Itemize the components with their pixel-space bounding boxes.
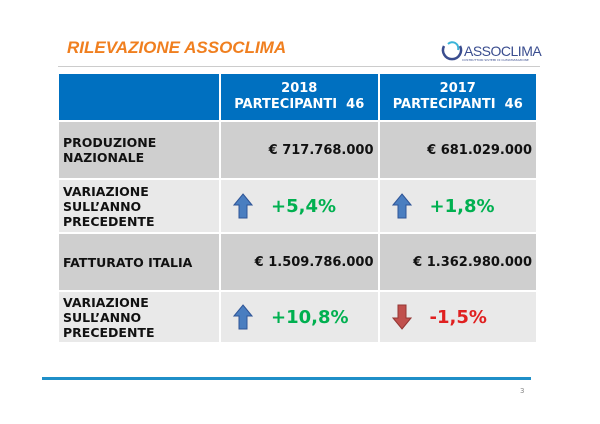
table-row: PRODUZIONE NAZIONALE € 717.768.000 € 681… (57, 120, 538, 180)
header-participants: PARTECIPANTI 46 (392, 97, 523, 112)
header-2017: 2017 PARTECIPANTI 46 (377, 72, 538, 122)
header-empty-cell (57, 72, 221, 122)
change-cell: -1,5% (377, 290, 538, 344)
footer-divider (42, 377, 531, 380)
value-cell: € 681.029.000 (377, 120, 538, 180)
row-label: VARIAZIONE SULL’ANNO PRECEDENTE (57, 290, 221, 344)
arrow-up-icon (233, 193, 253, 219)
row-label: VARIAZIONE SULL’ANNO PRECEDENTE (57, 178, 221, 234)
header-participants: PARTECIPANTI 46 (234, 97, 365, 112)
table-header-row: 2018 PARTECIPANTI 46 2017 PARTECIPANTI 46 (57, 72, 538, 122)
row-label: FATTURATO ITALIA (57, 232, 221, 292)
change-value: +10,8% (271, 306, 349, 328)
change-value: +1,8% (429, 195, 495, 217)
change-cell: +1,8% (377, 178, 538, 234)
arrow-down-icon (391, 304, 412, 330)
logo-text: ASSOCLIMA (464, 43, 542, 59)
change-cell: +5,4% (219, 178, 380, 234)
slide-title: RILEVAZIONE ASSOCLIMA (67, 38, 287, 57)
table-row: VARIAZIONE SULL’ANNO PRECEDENTE +10,8% -… (57, 290, 538, 344)
value-cell: € 1.362.980.000 (377, 232, 538, 292)
header-year: 2017 (439, 81, 476, 96)
arrow-up-icon (233, 304, 253, 330)
table-row: VARIAZIONE SULL’ANNO PRECEDENTE +5,4% +1… (57, 178, 538, 234)
change-cell: +10,8% (219, 290, 380, 344)
value-cell: € 1.509.786.000 (219, 232, 380, 292)
header-2018: 2018 PARTECIPANTI 46 (219, 72, 380, 122)
page-number: 3 (520, 387, 525, 395)
logo-swirl-icon (441, 41, 463, 61)
data-table: 2018 PARTECIPANTI 46 2017 PARTECIPANTI 46 … (57, 72, 538, 344)
change-value: -1,5% (429, 306, 487, 328)
value-cell: € 717.768.000 (219, 120, 380, 180)
header-divider (58, 66, 540, 67)
table-row: FATTURATO ITALIA € 1.509.786.000 € 1.362… (57, 232, 538, 292)
logo-tagline: COSTRUTTORI SISTEMI DI CLIMATIZZAZIONE (462, 58, 529, 62)
header-year: 2018 (281, 81, 318, 96)
change-value: +5,4% (271, 195, 337, 217)
arrow-up-icon (391, 193, 412, 219)
row-label: PRODUZIONE NAZIONALE (57, 120, 221, 180)
assoclima-logo: ASSOCLIMA COSTRUTTORI SISTEMI DI CLIMATI… (440, 40, 542, 62)
